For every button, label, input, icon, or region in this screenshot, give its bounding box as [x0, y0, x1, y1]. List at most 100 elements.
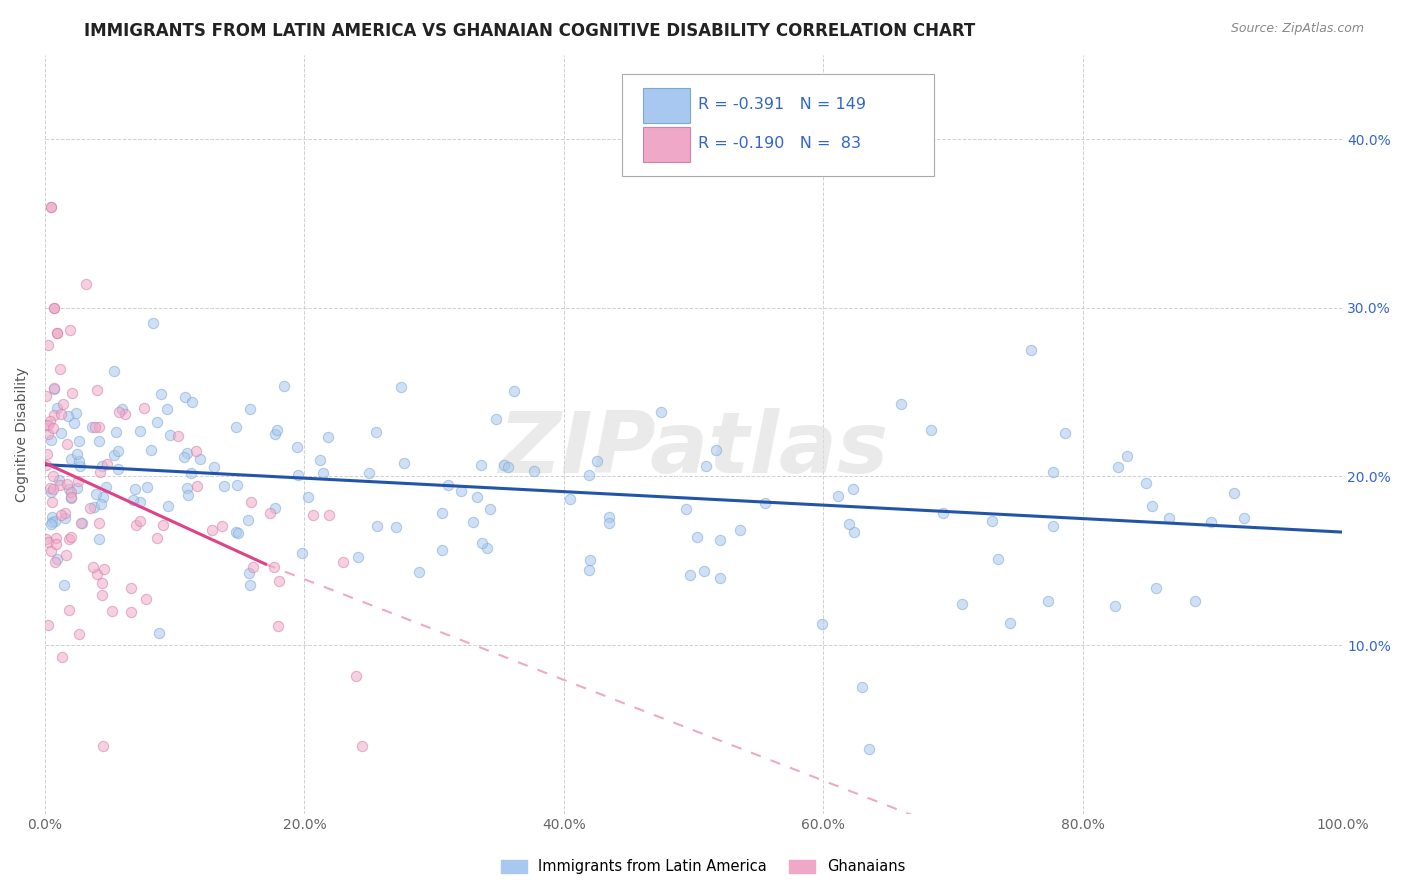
- Point: [181, 394, 204, 409]
- Point: [316, 430, 339, 444]
- Point: [79, 500, 101, 515]
- Point: [408, 566, 430, 580]
- Point: [146, 531, 169, 545]
- Point: [430, 542, 453, 557]
- Point: [844, 524, 866, 539]
- Point: [135, 479, 157, 493]
- Point: [291, 547, 314, 561]
- Point: [46, 401, 69, 416]
- Point: [225, 525, 247, 540]
- Point: [389, 380, 412, 394]
- Point: [273, 379, 295, 393]
- Point: [44, 514, 66, 528]
- Point: [35, 447, 58, 461]
- Text: R = -0.391   N = 149: R = -0.391 N = 149: [697, 97, 866, 112]
- Point: [67, 474, 90, 488]
- Point: [58, 533, 80, 547]
- Point: [692, 564, 714, 578]
- Point: [90, 575, 112, 590]
- Point: [37, 618, 59, 632]
- Point: [135, 591, 157, 606]
- Text: ZIPatlas: ZIPatlas: [499, 408, 889, 491]
- Point: [344, 668, 367, 682]
- Point: [709, 571, 731, 585]
- Point: [264, 427, 287, 442]
- Point: [1042, 465, 1064, 479]
- Point: [128, 424, 150, 438]
- Point: [686, 529, 709, 543]
- Point: [347, 550, 370, 565]
- Point: [52, 397, 75, 411]
- Point: [44, 383, 66, 397]
- Point: [1144, 581, 1167, 595]
- Point: [37, 427, 59, 442]
- Point: [579, 553, 602, 567]
- Point: [93, 739, 115, 753]
- Point: [998, 615, 1021, 630]
- Point: [39, 414, 62, 428]
- Point: [1199, 515, 1222, 529]
- Point: [308, 452, 330, 467]
- Point: [82, 559, 104, 574]
- Point: [177, 488, 200, 502]
- Point: [66, 481, 89, 495]
- Point: [63, 416, 86, 430]
- Point: [157, 500, 180, 514]
- Point: [392, 457, 415, 471]
- Point: [67, 627, 90, 641]
- Point: [679, 567, 702, 582]
- Point: [152, 518, 174, 533]
- Point: [263, 559, 285, 574]
- Point: [91, 490, 114, 504]
- Point: [45, 532, 67, 546]
- Point: [1159, 510, 1181, 524]
- Point: [225, 478, 247, 492]
- Point: [35, 418, 58, 433]
- Point: [49, 478, 72, 492]
- Point: [810, 617, 832, 632]
- Legend: Immigrants from Latin America, Ghanaians: Immigrants from Latin America, Ghanaians: [495, 854, 911, 880]
- Point: [437, 478, 460, 492]
- Point: [728, 524, 751, 538]
- Point: [35, 389, 58, 403]
- Point: [87, 532, 110, 546]
- Point: [107, 462, 129, 476]
- Point: [1222, 485, 1244, 500]
- Point: [214, 479, 236, 493]
- Point: [827, 489, 849, 503]
- Point: [578, 468, 600, 483]
- Point: [56, 437, 79, 451]
- Point: [471, 536, 494, 550]
- Point: [37, 535, 59, 549]
- Point: [176, 481, 198, 495]
- Point: [1107, 459, 1129, 474]
- Point: [41, 516, 63, 531]
- Point: [1053, 425, 1076, 440]
- Point: [60, 451, 83, 466]
- Point: [239, 578, 262, 592]
- Point: [86, 384, 108, 398]
- Point: [37, 417, 59, 432]
- Point: [239, 401, 262, 416]
- Point: [318, 508, 340, 522]
- Point: [259, 507, 281, 521]
- Point: [173, 390, 195, 404]
- Point: [186, 479, 208, 493]
- FancyBboxPatch shape: [643, 128, 690, 162]
- Point: [132, 401, 155, 416]
- Point: [70, 516, 93, 530]
- Point: [578, 563, 600, 577]
- Point: [598, 516, 620, 531]
- Point: [851, 680, 873, 694]
- Point: [1135, 476, 1157, 491]
- Point: [44, 409, 66, 423]
- Point: [496, 460, 519, 475]
- Point: [122, 493, 145, 508]
- Point: [42, 420, 65, 434]
- Point: [211, 519, 233, 533]
- Point: [598, 510, 620, 524]
- Point: [1104, 599, 1126, 613]
- Point: [83, 500, 105, 514]
- Point: [107, 443, 129, 458]
- Point: [129, 514, 152, 528]
